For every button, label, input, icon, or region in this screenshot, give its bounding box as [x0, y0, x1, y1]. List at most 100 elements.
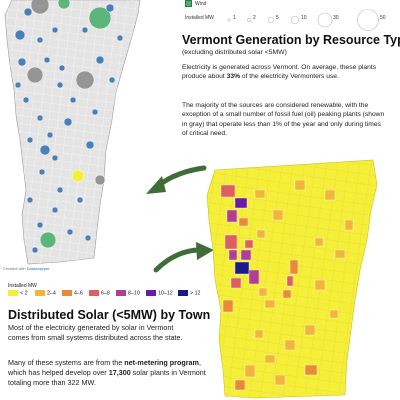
town-patch [244, 239, 254, 249]
wind-legend: Wind [185, 0, 206, 7]
plant-circle [46, 131, 54, 139]
town-patch [264, 354, 276, 364]
town-patch [264, 299, 276, 309]
legend-item: < 2 [8, 290, 28, 296]
generation-paragraph-1: Electricity is generated across Vermont.… [182, 63, 387, 82]
plant-circle [94, 174, 106, 186]
p2-plant-count: 17,300 [108, 367, 131, 377]
credit-prefix: Created with [3, 266, 27, 271]
plant-circle [105, 3, 115, 13]
town-patch [228, 249, 238, 261]
plant-circle [39, 144, 51, 156]
legend-item: 2–4 [35, 290, 56, 296]
legend-item: 10–12 [146, 290, 173, 296]
plant-circle [69, 96, 77, 104]
legend-swatch-icon [89, 290, 99, 296]
p2-text-b: , which has helped develop over [8, 358, 201, 377]
map-credit: Created with Datawrapper [3, 266, 49, 271]
size-label-10: 10 [301, 15, 307, 21]
legend-swatch-icon [116, 290, 126, 296]
town-patch [329, 309, 339, 319]
size-label-50: 50 [380, 15, 386, 21]
plant-circle [66, 228, 74, 236]
plant-circle [36, 114, 44, 122]
legend-item: 6–8 [89, 290, 110, 296]
plant-circle [91, 108, 99, 116]
town-patch [226, 209, 238, 223]
plant-circles [14, 0, 124, 254]
generation-paragraph-2: The majority of the sources are consider… [182, 102, 385, 137]
plant-circle [57, 0, 71, 10]
plant-circle [108, 76, 116, 84]
legend-swatch-icon [146, 290, 156, 296]
town-patch [254, 329, 264, 339]
town-patch [238, 217, 249, 227]
installed-mw-title: Installed MW [8, 283, 37, 289]
legend-label: 10–12 [158, 290, 173, 297]
legend-label: 2–4 [47, 290, 56, 297]
plant-circle [63, 117, 73, 127]
plant-circle [17, 57, 27, 67]
town-patch [314, 279, 326, 291]
plant-circle [88, 6, 112, 30]
p1-text-a: Electricity is generated across Vermont.… [182, 64, 377, 81]
legend-swatch-icon [35, 290, 45, 296]
plant-circle [43, 56, 51, 64]
plant-circle [85, 140, 95, 150]
size-label-5: 5 [276, 15, 279, 21]
plant-circle [39, 231, 57, 249]
curved-arrow-left-icon [146, 165, 207, 194]
plant-circle [58, 64, 66, 72]
plant-circle [51, 26, 59, 34]
legend-item: 8–10 [116, 290, 140, 296]
town-patch [224, 234, 238, 250]
town-patch [272, 209, 284, 221]
town-patch [289, 259, 299, 275]
generation-map [4, 0, 141, 265]
size-label-30: 30 [333, 15, 339, 21]
size-label-2: 2 [253, 15, 256, 21]
town-patch [294, 179, 306, 191]
town-patch [244, 364, 256, 378]
town-patch [220, 184, 236, 198]
plant-circle [76, 196, 84, 204]
distributed-solar-paragraph-2: Many of these systems are from the net-m… [8, 358, 218, 387]
plant-circle [30, 0, 50, 15]
town-patch [240, 249, 252, 261]
p2-text-c: solar plants in Vermont totaling more th… [8, 367, 206, 387]
town-patch [284, 339, 296, 351]
legend-label: 4–6 [74, 290, 83, 297]
p2-text-a: Many of these systems are from the [8, 358, 125, 367]
plant-circle [71, 169, 85, 183]
legend-swatch-icon [8, 290, 18, 296]
plant-circle [38, 168, 46, 176]
plant-circle [26, 66, 44, 84]
town-patch [324, 189, 336, 201]
plant-circle [116, 34, 124, 42]
legend-label: 8–10 [128, 290, 140, 297]
plant-circle [14, 29, 26, 41]
town-patch [222, 299, 234, 313]
plant-circle [56, 186, 64, 194]
town-patch [254, 189, 266, 199]
town-patch [230, 277, 242, 289]
town-patch [282, 289, 292, 299]
plant-circle [22, 96, 30, 104]
color-legend: < 2 2–4 4–6 6–8 8–10 10–12 > 12 [8, 290, 208, 302]
town-patch [304, 364, 318, 376]
generation-title: Vermont Generation by Resource Type [182, 33, 400, 47]
town-patch [234, 261, 250, 275]
legend-label: 6–8 [101, 290, 110, 297]
plant-circle [31, 246, 39, 254]
plant-circle [81, 26, 89, 34]
legend-item: 4–6 [62, 290, 83, 296]
plant-circle [51, 154, 59, 162]
generation-subtitle: (excluding distributed solar <5MW) [182, 49, 287, 56]
credit-brand: Datawrapper [26, 266, 50, 271]
wind-swatch-icon [185, 0, 192, 7]
town-patch [286, 275, 294, 287]
size-legend: Installed MW 1 2 5 10 30 50 [185, 6, 395, 32]
plant-circle [26, 196, 34, 204]
plant-circle [36, 36, 44, 44]
legend-label: < 2 [20, 290, 28, 297]
